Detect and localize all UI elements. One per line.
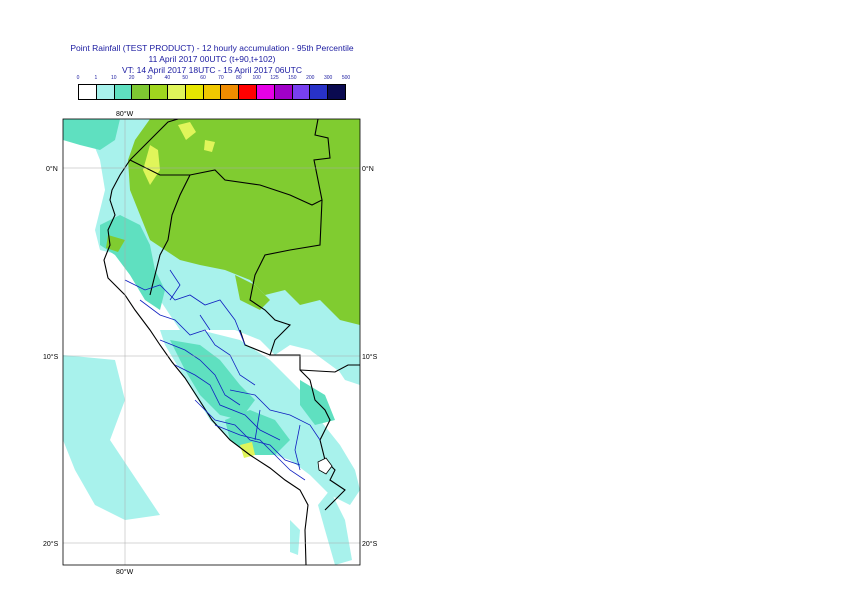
lon-label-80w-top: 80°W [116,110,134,118]
legend-tick-label: 200 [306,75,315,81]
legend-tick-label: 10 [110,75,117,81]
chart-title: Point Rainfall (TEST PRODUCT) - 12 hourl… [62,43,362,76]
legend-swatch [292,85,311,99]
legend-tick-label: 20 [128,75,135,81]
legend-swatch [274,85,293,99]
legend-swatch [185,85,204,99]
graticule [63,119,360,565]
lat-label-10s-left: 10°S [43,353,59,361]
color-legend [78,84,346,100]
legend-tick-label: 60 [200,75,206,81]
rain-band-20-30mm [106,119,360,325]
legend-swatch [328,85,345,99]
rain-band-40-50mm [143,122,255,458]
legend-tick-label: 100 [252,75,261,81]
title-line-2: 11 April 2017 00UTC (t+90,t+102) [148,54,276,64]
province-borders [124,269,321,481]
lat-label-20s-left: 20°S [43,540,59,548]
legend-swatch [167,85,186,99]
legend-swatch [239,85,257,99]
lat-label-10s-right: 10°S [362,353,378,361]
legend-swatch [132,85,151,99]
country-borders [103,119,360,565]
lon-label-80w-bottom: 80°W [116,568,134,576]
legend-tick-label: 300 [323,75,333,81]
legend-swatch [221,85,240,99]
title-line-3: VT: 14 April 2017 18UTC - 15 April 2017 … [121,65,302,75]
legend-tick-label: 1 [94,75,98,81]
map-frame [62,118,361,566]
lat-label-20s-right: 20°S [362,540,378,548]
legend-tick-label: 50 [182,75,188,81]
title-line-1: Point Rainfall (TEST PRODUCT) - 12 hourl… [70,43,354,53]
lake-titicaca [317,457,333,475]
legend-tick-labels: 0 1 10 20 30 40 50 60 70 80 100 125 150 200 300 500 [76,75,351,85]
legend-tick-label: 150 [288,75,297,81]
legend-swatch [79,85,97,99]
legend-swatch [256,85,275,99]
legend-swatch [150,85,168,99]
lat-label-0n-right: 0°N [362,165,374,173]
legend-tick-label: 40 [164,75,171,81]
legend-tick-label: 0 [76,75,80,81]
legend-swatch [114,85,133,99]
lat-label-0n-left: 0°N [46,165,58,173]
legend-tick-label: 125 [270,75,279,81]
legend-swatch [203,85,222,99]
legend-tick-label: 70 [218,75,224,81]
legend-tick-label: 80 [236,75,242,81]
legend-tick-label: 30 [146,75,153,81]
legend-tick-label: 500 [341,75,351,81]
legend-swatch [96,85,115,99]
legend-swatch [310,85,329,99]
